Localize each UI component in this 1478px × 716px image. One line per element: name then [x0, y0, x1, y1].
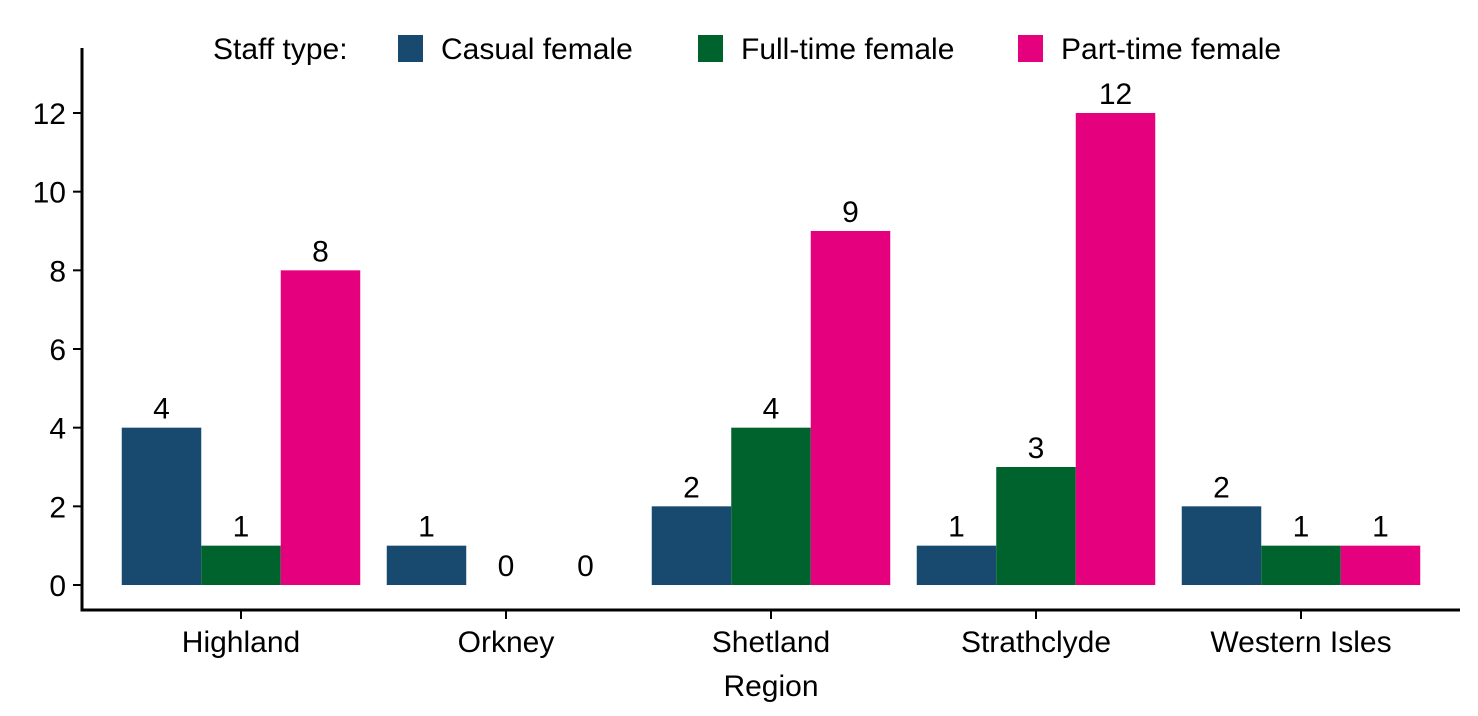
legend-swatch	[698, 35, 723, 62]
data-label: 2	[1213, 471, 1230, 504]
x-tick-label: Highland	[182, 626, 300, 659]
x-tick-label: Shetland	[712, 626, 830, 659]
bar	[121, 427, 202, 585]
data-label: 1	[233, 511, 250, 544]
y-tick-label: 12	[33, 98, 66, 131]
legend-label: Full-time female	[741, 33, 954, 66]
data-label: 1	[1293, 511, 1310, 544]
bar	[280, 270, 361, 585]
y-tick-label: 0	[49, 570, 66, 603]
data-label: 1	[948, 511, 965, 544]
data-label: 3	[1028, 432, 1045, 465]
legend-title: Staff type:	[213, 33, 348, 66]
bar	[1340, 545, 1421, 585]
data-label: 1	[1372, 511, 1389, 544]
x-tick-label: Western Isles	[1210, 626, 1391, 659]
y-tick-label: 2	[49, 491, 66, 524]
y-tick-label: 4	[49, 413, 66, 446]
bar	[386, 545, 467, 585]
bar	[201, 545, 281, 585]
data-label: 9	[842, 196, 859, 229]
data-label: 4	[763, 393, 780, 426]
bar	[1261, 545, 1341, 585]
data-label: 0	[577, 550, 594, 583]
data-label: 0	[498, 550, 515, 583]
data-label: 8	[312, 235, 329, 268]
data-label: 2	[683, 471, 700, 504]
legend-swatch	[1018, 35, 1043, 62]
x-axis-title: Region	[723, 670, 818, 703]
legend-label: Part-time female	[1061, 33, 1281, 66]
bar	[1181, 506, 1262, 585]
legend-swatch	[398, 35, 423, 62]
legend-label: Casual female	[441, 33, 633, 66]
bar	[916, 545, 997, 585]
data-label: 4	[153, 393, 170, 426]
bar	[1075, 113, 1156, 585]
bar	[996, 467, 1076, 585]
y-tick-label: 6	[49, 334, 66, 367]
data-label: 12	[1099, 78, 1132, 111]
y-tick-label: 8	[49, 255, 66, 288]
data-label: 1	[418, 511, 435, 544]
x-tick-label: Orkney	[458, 626, 555, 659]
bar	[651, 506, 732, 585]
bar	[810, 231, 891, 585]
y-tick-label: 10	[33, 177, 66, 210]
bar	[731, 427, 811, 585]
x-tick-label: Strathclyde	[961, 626, 1111, 659]
